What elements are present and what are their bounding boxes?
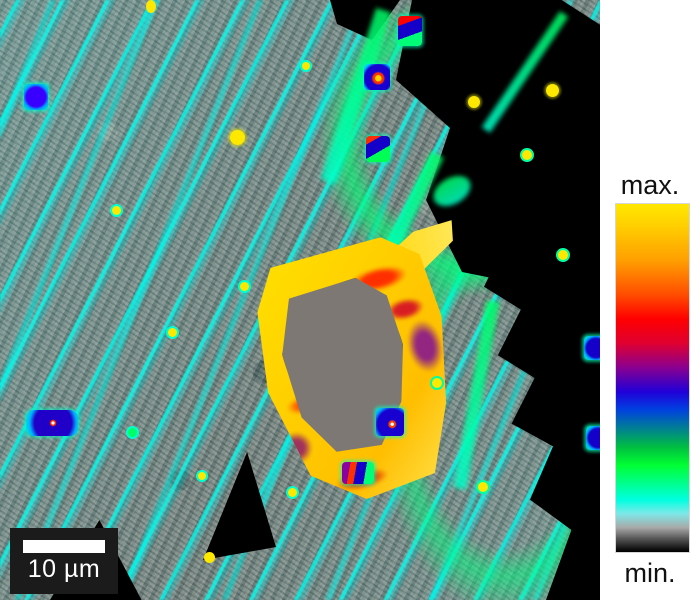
ring-spot-9 [126, 426, 139, 439]
scale-bar-label: 10 µm [27, 555, 101, 583]
yellow-spot-bottom [204, 552, 215, 563]
ring-spot-12 [196, 470, 208, 482]
ring-spot-4 [286, 486, 299, 499]
blue-inclusion-right-lower [586, 426, 600, 450]
blue-inclusion-left [26, 410, 78, 436]
yellow-spot-top [146, 0, 156, 13]
ring-spot-8 [556, 248, 570, 262]
colorbar-gradient [615, 203, 690, 553]
yellow-spot-right-a [546, 84, 559, 97]
scale-bar-line [23, 540, 105, 553]
ring-spot-7 [520, 148, 534, 162]
blue-inclusion-right-upper [584, 336, 600, 360]
colorbar-min-label: min. [624, 558, 676, 588]
ring-spot-11 [300, 60, 312, 72]
scale-bar: 10 µm [10, 528, 118, 594]
multicolor-inclusion-lower [342, 462, 374, 484]
ring-spot-5 [430, 376, 444, 390]
microscopy-map: 10 µm [0, 0, 600, 600]
colorbar-max-label: max. [620, 170, 680, 200]
blue-inclusion-top [364, 64, 390, 90]
ring-spot-6 [476, 480, 490, 494]
colorbar-panel: max. min. [600, 0, 700, 600]
yellow-spot-right-b [468, 96, 480, 108]
ring-spot-1 [110, 204, 123, 217]
ring-spot-3 [238, 280, 251, 293]
multicolor-inclusion-upper [366, 136, 390, 162]
ring-spot-2 [166, 326, 179, 339]
blue-inclusion-upper-left [24, 84, 48, 110]
blue-inclusion-center-right [376, 408, 404, 436]
yellow-spot-center [230, 130, 245, 145]
multicolor-inclusion-top [398, 16, 422, 46]
